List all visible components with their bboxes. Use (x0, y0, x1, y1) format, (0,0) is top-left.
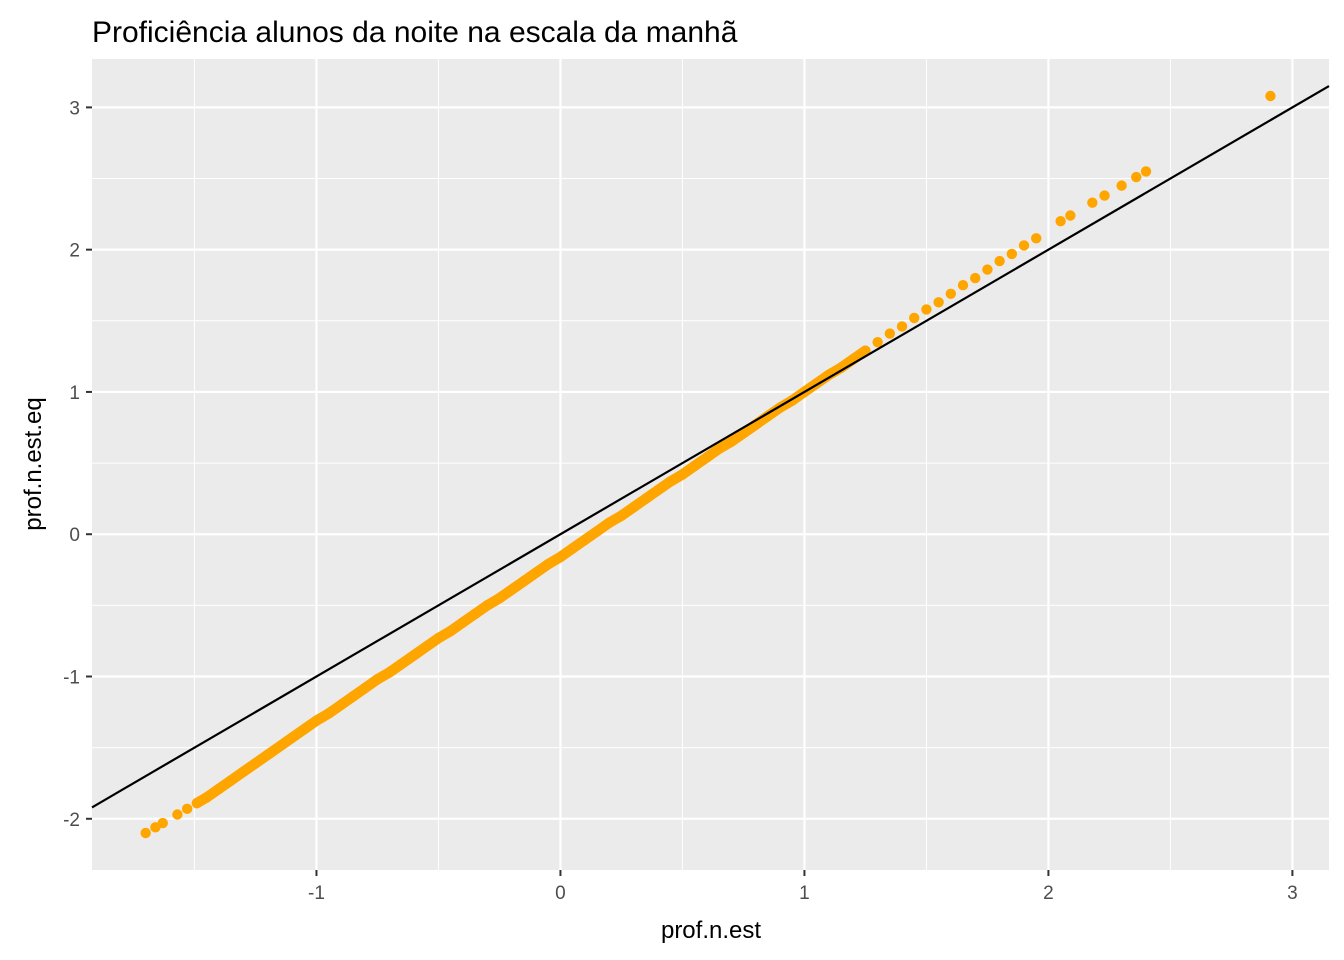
data-point (1116, 180, 1127, 191)
data-point (970, 272, 981, 284)
data-point-cluster (191, 345, 871, 809)
x-axis-title: prof.n.est (661, 917, 761, 944)
minor-gridlines (92, 59, 1329, 870)
y-tick-label: -2 (63, 810, 80, 831)
x-tick-label: 3 (1287, 883, 1298, 904)
major-gridlines (92, 59, 1329, 870)
data-point (1265, 90, 1276, 102)
data-point (1055, 216, 1066, 227)
reference-line (91, 85, 1330, 809)
data-point (896, 321, 908, 332)
data-point (982, 264, 993, 275)
data-point (872, 336, 883, 348)
x-tick-label: 0 (555, 883, 566, 904)
data-point (994, 255, 1005, 267)
data-point (172, 809, 183, 820)
y-tick-label: 2 (69, 241, 80, 262)
data-point (1099, 190, 1110, 201)
data-point (884, 328, 896, 339)
data-point (909, 312, 920, 324)
data-point (181, 803, 193, 815)
data-point (1006, 248, 1018, 260)
data-point (933, 297, 944, 308)
x-axis-ticks: -1 0 1 2 3 (308, 870, 1298, 904)
data-point (140, 827, 151, 839)
y-axis-title: prof.n.est.eq (20, 397, 47, 530)
data-point (157, 817, 168, 829)
y-tick-label: 0 (69, 525, 80, 546)
data-point (957, 280, 969, 291)
data-point (945, 288, 957, 299)
y-axis-ticks: -2 -1 0 1 2 3 (63, 98, 92, 831)
data-point (1131, 171, 1142, 183)
y-tick-label: 1 (69, 383, 80, 404)
data-point (1031, 233, 1042, 244)
data-point (1065, 210, 1076, 221)
chart-title: Proficiência alunos da noite na escala d… (92, 16, 738, 49)
data-point (1087, 197, 1098, 208)
reference-line-group (91, 85, 1330, 809)
y-tick-label: 3 (69, 98, 80, 119)
x-tick-label: 1 (799, 883, 810, 904)
data-point (921, 304, 932, 315)
data-points (140, 90, 1276, 839)
x-tick-label: -1 (308, 883, 325, 904)
data-point (1018, 240, 1030, 251)
y-tick-label: -1 (63, 667, 80, 688)
x-tick-label: 2 (1043, 883, 1054, 904)
data-point (1140, 166, 1152, 177)
